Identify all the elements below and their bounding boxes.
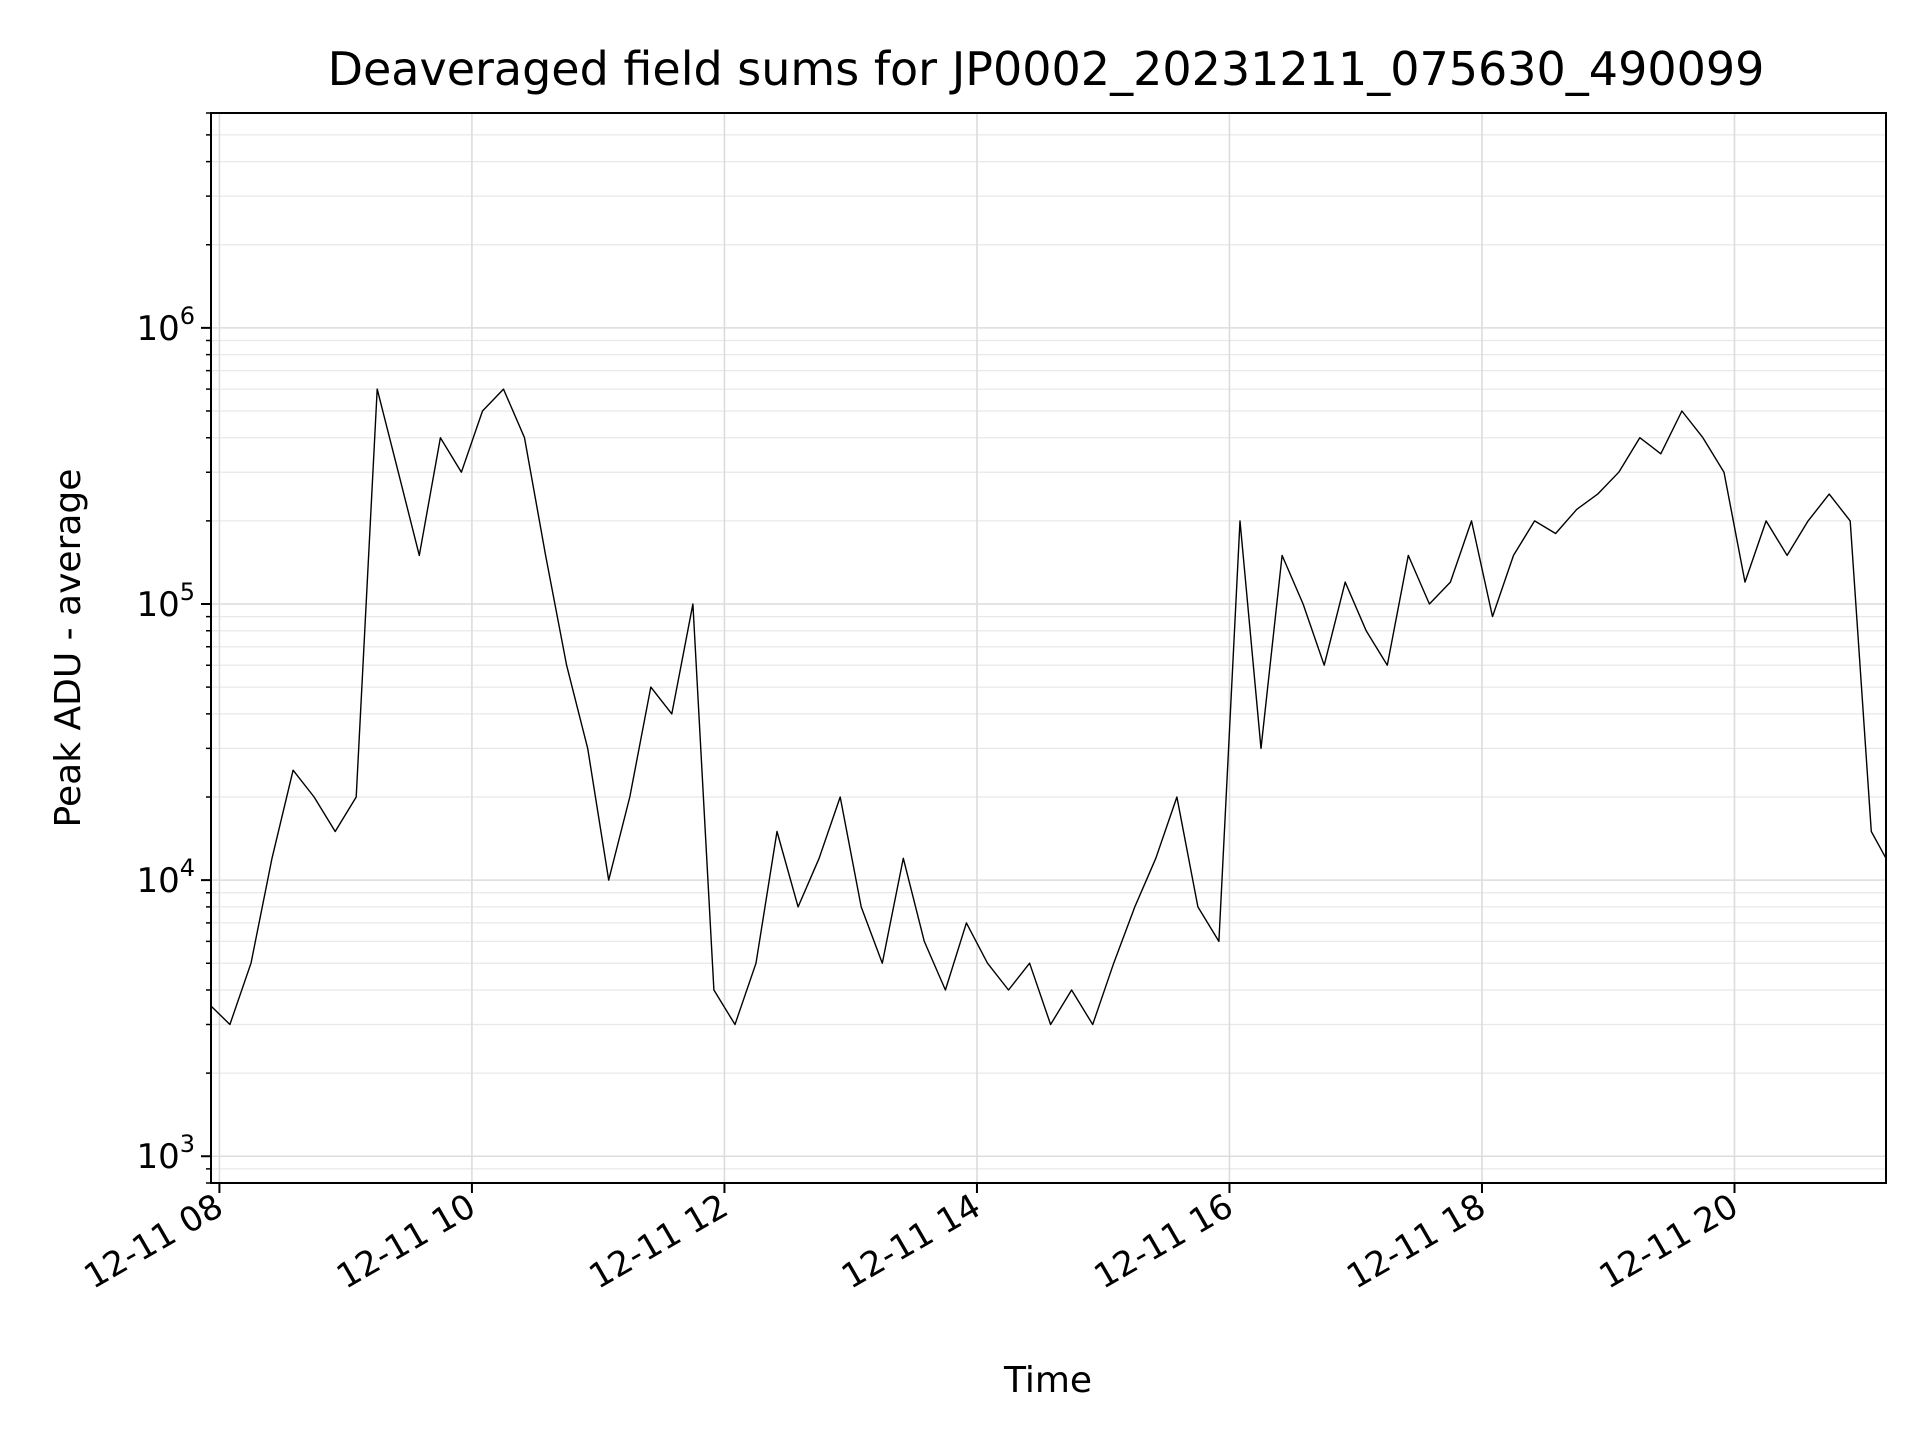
y-tick-label: 103: [136, 1130, 195, 1177]
y-tick-label: 105: [136, 578, 195, 625]
y-axis: 103 104 105 106: [136, 112, 211, 1184]
plot-frame: [210, 112, 1887, 1184]
x-axis-label: Time: [1003, 1360, 1092, 1401]
y-axis-label: Peak ADU - average: [48, 469, 89, 828]
y-tick-label: 106: [136, 302, 195, 349]
chart-title: Deaveraged field sums for JP0002_2023121…: [328, 42, 1765, 96]
y-tick-label: 104: [136, 854, 195, 901]
series-line: [210, 388, 1887, 1026]
